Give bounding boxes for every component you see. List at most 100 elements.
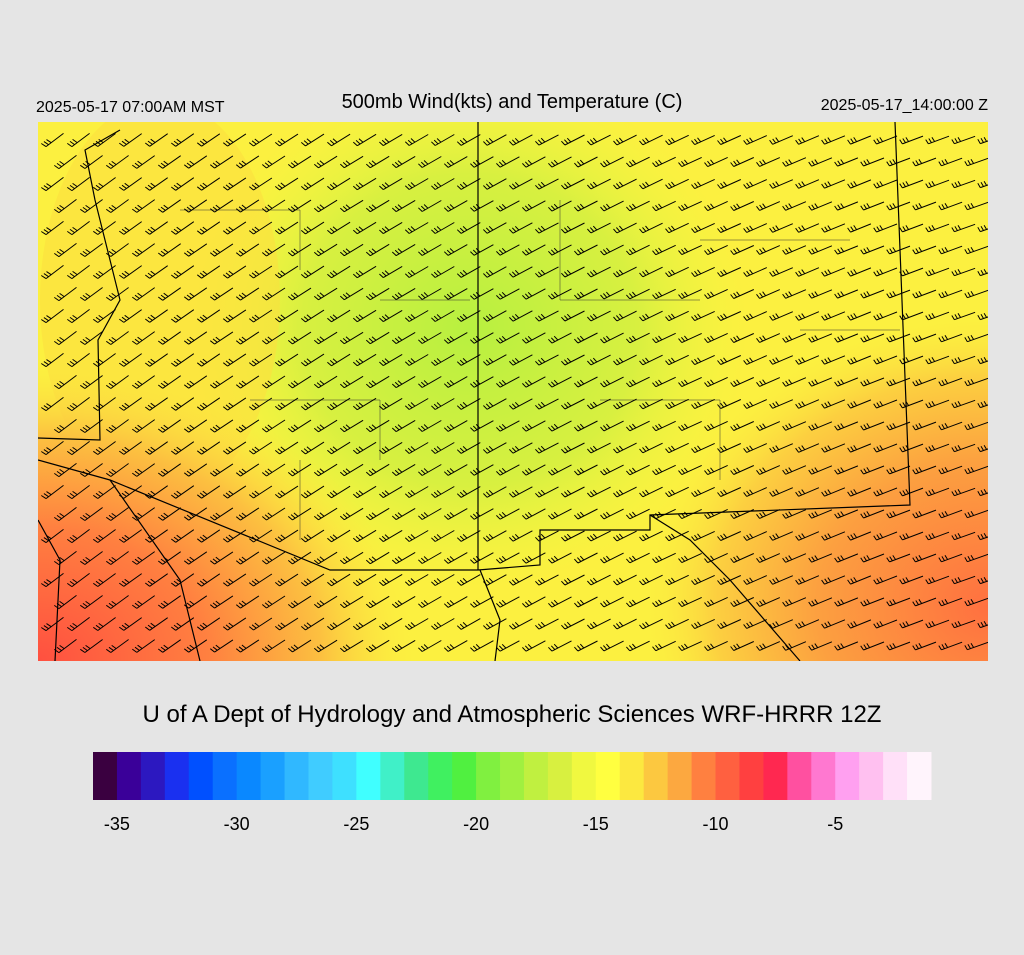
wind-barb <box>769 443 793 453</box>
wind-barb <box>41 529 64 544</box>
color-swatch <box>500 752 525 800</box>
wind-barb <box>561 530 585 542</box>
wind-barb <box>769 223 793 233</box>
wind-barb <box>691 354 715 366</box>
wind-barb <box>41 265 64 280</box>
wind-barb <box>977 224 988 233</box>
wind-barb <box>509 530 533 542</box>
wind-barb <box>977 532 988 541</box>
wind-barb <box>248 133 273 147</box>
wind-barb <box>119 397 142 411</box>
wind-barb <box>808 421 833 431</box>
wind-barb <box>782 421 807 431</box>
wind-barb <box>339 463 364 477</box>
wind-barb <box>404 574 429 586</box>
wind-barb <box>977 268 988 277</box>
wind-barb <box>613 574 637 586</box>
color-swatch <box>691 752 717 800</box>
wind-barb <box>54 375 77 390</box>
wind-barb <box>639 266 663 278</box>
wind-barb <box>951 179 976 189</box>
wind-barb <box>535 134 559 146</box>
wind-barb <box>431 266 455 278</box>
wind-barb <box>600 596 624 608</box>
wind-barb <box>678 288 702 300</box>
wind-barb <box>248 177 273 191</box>
wind-barb <box>821 355 846 365</box>
map-title: 500mb Wind(kts) and Temperature (C) <box>342 91 683 113</box>
wind-barb <box>548 596 572 608</box>
wind-barb <box>443 508 468 520</box>
wind-barb <box>951 311 976 321</box>
wind-barb <box>587 618 611 630</box>
wind-barb <box>313 155 338 169</box>
wind-barb <box>782 245 807 255</box>
wind-barb <box>743 531 768 541</box>
wind-barb <box>991 510 1014 517</box>
wind-barb <box>743 135 768 145</box>
wind-barb <box>743 575 768 585</box>
wind-barb <box>80 551 103 565</box>
wind-barb <box>925 179 950 189</box>
wind-barb <box>222 133 247 147</box>
wind-barb <box>41 441 64 456</box>
wind-barb <box>431 398 455 410</box>
wind-barb <box>418 508 442 520</box>
wind-barb <box>613 486 637 498</box>
wind-barb <box>119 573 142 587</box>
wind-barb <box>418 288 442 300</box>
wind-barb <box>991 554 1014 561</box>
color-swatch <box>93 752 118 800</box>
wind-barb <box>600 332 624 344</box>
color-swatch <box>523 752 549 800</box>
wind-barb <box>404 266 429 278</box>
wind-barb <box>665 178 689 190</box>
wind-barb <box>313 419 338 433</box>
wind-barb <box>535 178 559 190</box>
wind-barb <box>535 266 559 278</box>
wind-barb <box>196 309 221 323</box>
wind-barb <box>808 597 833 607</box>
footer-credit: U of A Dept of Hydrology and Atmospheric… <box>143 701 882 728</box>
wind-barb <box>769 135 793 145</box>
wind-barb <box>561 486 585 498</box>
wind-barb <box>145 441 168 455</box>
wind-barb <box>67 220 90 236</box>
wind-barb <box>54 639 77 654</box>
wind-barb <box>964 289 988 299</box>
wind-barb <box>391 155 416 169</box>
wind-barb <box>561 134 585 146</box>
wind-barb <box>899 355 924 365</box>
wind-barb <box>300 529 325 543</box>
wind-barb <box>132 639 155 653</box>
wind-barb <box>912 333 937 343</box>
wind-barb <box>483 134 507 146</box>
wind-barb <box>860 377 885 387</box>
wind-barb <box>209 331 234 345</box>
wind-barb <box>274 485 299 499</box>
wind-barb <box>860 201 885 211</box>
wind-barb <box>365 199 390 213</box>
wind-barb <box>456 222 481 234</box>
wind-barb <box>808 333 833 343</box>
wind-barb <box>132 595 155 609</box>
wind-barb <box>41 353 64 368</box>
wind-barb <box>339 419 364 433</box>
wind-barb <box>222 573 247 587</box>
wind-barb <box>67 308 90 324</box>
wind-barb <box>209 199 234 213</box>
wind-barb <box>769 575 793 585</box>
color-swatch <box>595 752 621 800</box>
wind-barb <box>951 223 976 233</box>
wind-barb <box>795 311 820 321</box>
wind-barb <box>600 464 624 476</box>
wind-barb <box>899 135 924 145</box>
wind-barb <box>977 356 988 365</box>
wind-barb <box>925 443 950 453</box>
wind-barb <box>274 309 299 323</box>
wind-barb <box>443 376 468 388</box>
wind-barb <box>67 572 90 588</box>
wind-barb <box>626 244 650 256</box>
wind-barb <box>951 355 976 365</box>
wind-barb <box>561 354 585 366</box>
